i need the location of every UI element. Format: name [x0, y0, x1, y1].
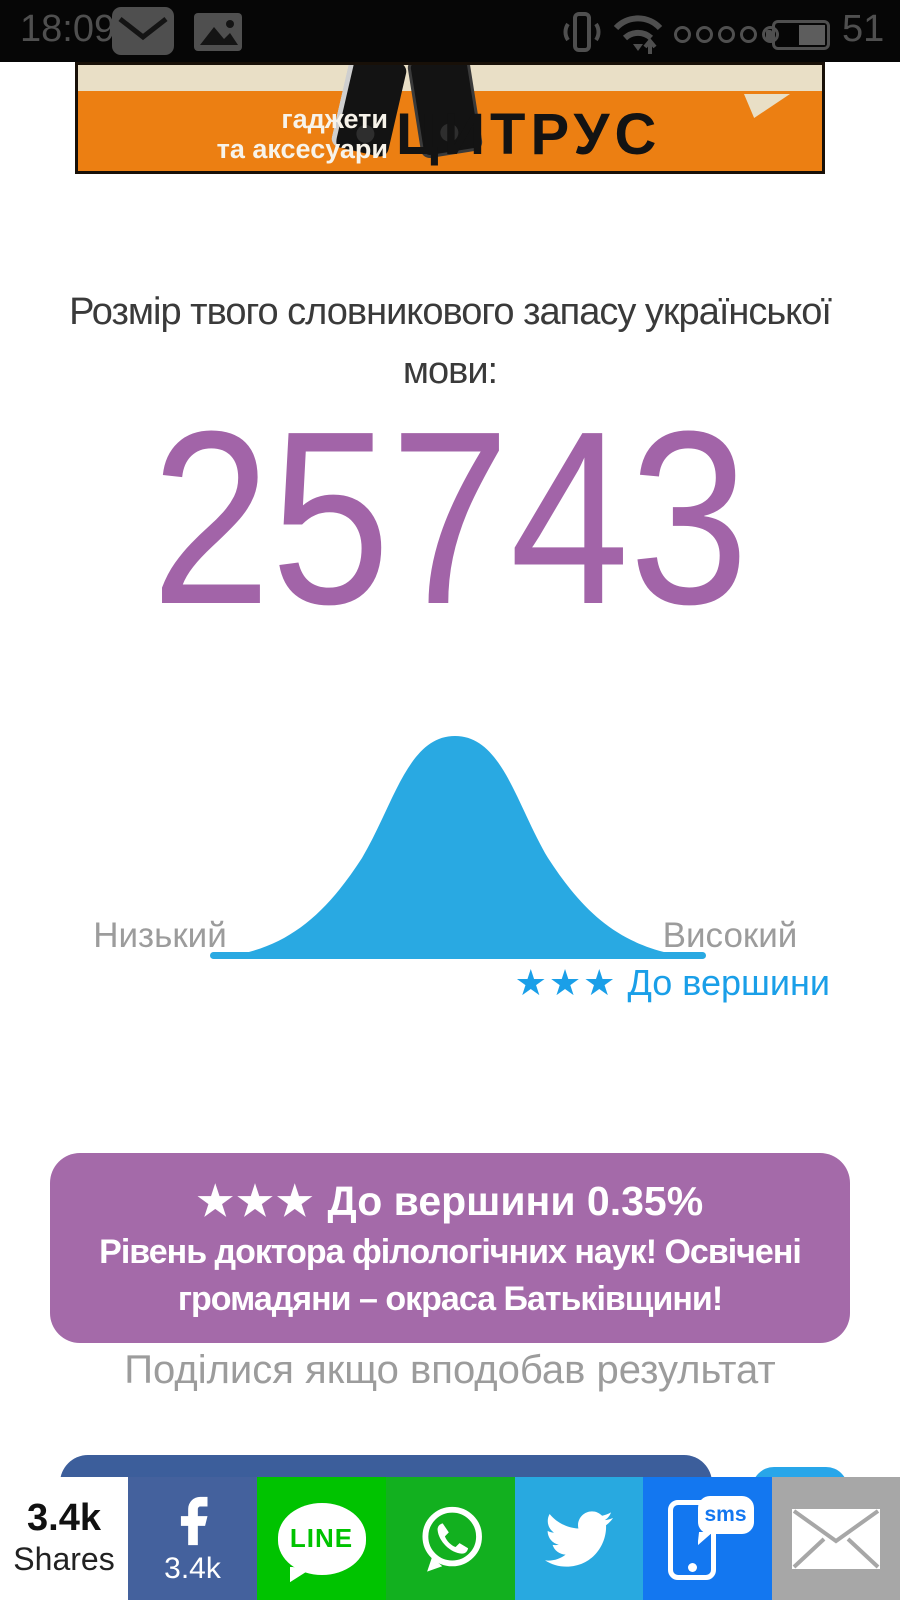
line-share-button[interactable]: LINE: [257, 1477, 386, 1600]
gallery-notification-icon: [194, 13, 242, 51]
summary-stars-icon: ★★★: [196, 1178, 317, 1224]
whatsapp-share-button[interactable]: [386, 1477, 515, 1600]
sms-share-button[interactable]: sms: [643, 1477, 772, 1600]
status-bar: 18:09 51: [0, 0, 900, 62]
twitter-icon: [545, 1510, 613, 1567]
twitter-share-button[interactable]: [515, 1477, 643, 1600]
banner-brand-name: ЦИТРУС: [396, 102, 662, 167]
battery-percent: 51: [842, 8, 885, 50]
share-total-label: Shares: [13, 1541, 115, 1578]
citrus-ad-banner[interactable]: гаджети та аксесуари ЦИТРУС: [75, 62, 825, 174]
rank-link[interactable]: ★★★ До вершини: [330, 962, 830, 1004]
summary-headline: ★★★ До вершини 0.35%: [196, 1178, 704, 1224]
rank-link-label: До вершини: [627, 962, 830, 1003]
mail-notification-icon: [112, 7, 174, 55]
summary-body-line: Рівень доктора філологічних наук! Освіче…: [99, 1233, 802, 1271]
scale-high-label: Високий: [662, 916, 798, 955]
email-icon: [792, 1508, 880, 1569]
facebook-icon: [180, 1496, 207, 1545]
email-share-button[interactable]: [772, 1477, 900, 1600]
bell-curve-chart: [210, 736, 706, 959]
vocabulary-score: 25743: [151, 380, 749, 656]
share-counter: 3.4k Shares: [0, 1477, 128, 1600]
vibrate-icon: [560, 10, 604, 59]
share-total-count: 3.4k: [27, 1497, 101, 1540]
rank-stars-icon: ★★★: [514, 962, 618, 1003]
facebook-share-count: 3.4k: [164, 1551, 221, 1585]
facebook-share-button[interactable]: 3.4k: [128, 1477, 257, 1600]
banner-tagline: гаджети та аксесуари: [216, 104, 388, 164]
summary-body-line: громадяни – окраса Батьківщини!: [177, 1280, 723, 1318]
sms-icon: sms: [662, 1495, 754, 1582]
scale-low-label: Низький: [93, 916, 227, 955]
battery-icon: [766, 20, 830, 50]
wifi-icon: [610, 10, 668, 61]
signal-dots-icon: [674, 26, 779, 43]
whatsapp-icon: [421, 1506, 482, 1572]
result-summary-box: ★★★ До вершини 0.35% Рівень доктора філо…: [50, 1153, 850, 1343]
clock: 18:09: [20, 8, 116, 50]
result-title: Розмір твого словникового запасу українс…: [69, 291, 832, 392]
share-prompt: Поділися якщо вподобав результат: [124, 1348, 776, 1392]
line-icon: LINE: [277, 1502, 366, 1583]
